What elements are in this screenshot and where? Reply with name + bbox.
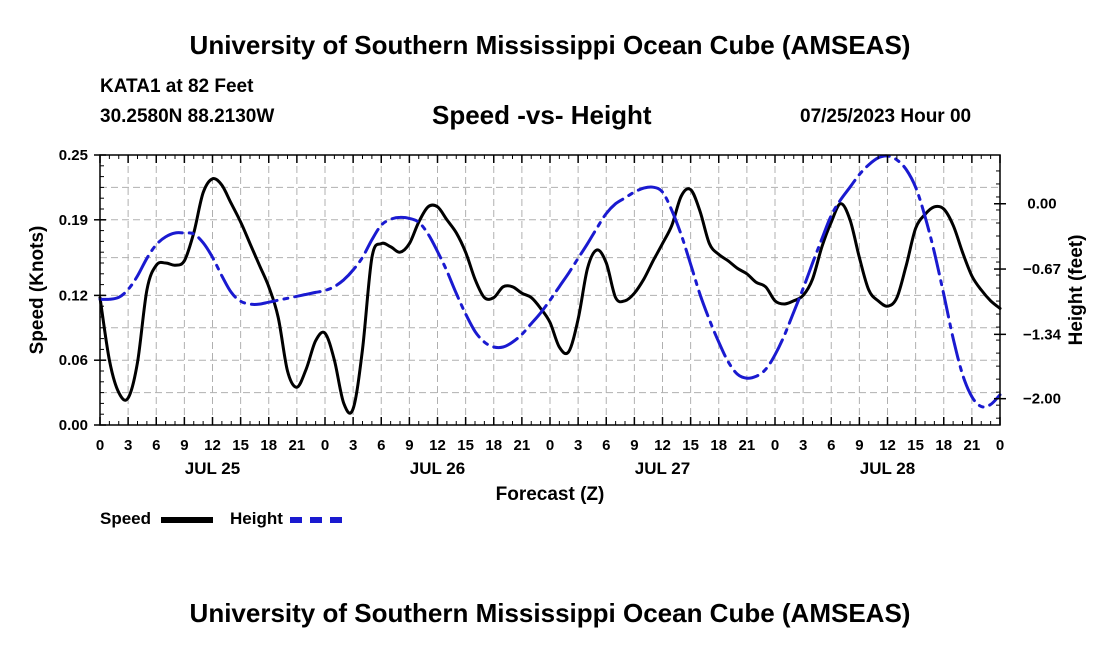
x-tick-label: 12 <box>429 437 446 454</box>
y-right-tick-label: 0.00 <box>1027 196 1056 213</box>
series-line-speed <box>98 177 1002 415</box>
x-tick-label: 3 <box>574 437 582 454</box>
x-tick-label: 0 <box>771 437 779 454</box>
x-tick-label: 9 <box>630 437 638 454</box>
y-right-tick-label: −1.34 <box>1023 326 1062 343</box>
y-left-axis-title: Speed (Knots) <box>27 226 48 355</box>
y-left-tick-label: 0.19 <box>59 212 88 229</box>
x-tick-label: 0 <box>996 437 1004 454</box>
x-axis-title: Forecast (Z) <box>496 484 605 505</box>
station-label: KATA1 at 82 Feet <box>100 76 254 97</box>
forecast-datestamp: 07/25/2023 Hour 00 <box>800 106 972 127</box>
x-tick-label: 12 <box>204 437 221 454</box>
x-tick-label: 0 <box>96 437 104 454</box>
x-tick-label: 3 <box>124 437 132 454</box>
x-tick-label: 9 <box>405 437 413 454</box>
date-label: JUL 25 <box>185 459 240 478</box>
series-line-height <box>98 154 1002 409</box>
x-tick-label: 21 <box>514 437 531 454</box>
legend-speed-swatch <box>161 517 213 523</box>
x-tick-label: 15 <box>907 437 924 454</box>
x-tick-label: 18 <box>485 437 502 454</box>
x-tick-label: 18 <box>935 437 952 454</box>
x-tick-label: 12 <box>879 437 896 454</box>
footer-title: University of Southern Mississippi Ocean… <box>189 598 911 628</box>
legend-speed-label: Speed <box>100 509 152 528</box>
legend-height-label: Height <box>230 509 283 528</box>
y-left-tick-label: 0.25 <box>59 147 88 164</box>
chart-title: University of Southern Mississippi Ocean… <box>189 30 911 60</box>
date-label: JUL 28 <box>860 459 915 478</box>
date-label: JUL 26 <box>410 459 465 478</box>
x-tick-label: 21 <box>964 437 981 454</box>
series-layer <box>98 154 1002 415</box>
chart-subtitle: Speed -vs- Height <box>432 100 652 130</box>
x-tick-label: 3 <box>349 437 357 454</box>
y-right-tick-label: −2.00 <box>1023 391 1061 408</box>
axes: 0 3 6 9 12 15 18 21 0 3 6 9 12 15 18 21 0 3 6 9 12 15 18 21 0 3 6 9… <box>27 147 1087 505</box>
x-tick-label: 6 <box>602 437 610 454</box>
legend-height-swatch <box>290 517 342 523</box>
x-tick-label: 15 <box>682 437 699 454</box>
x-tick-label: 12 <box>654 437 671 454</box>
x-tick-label: 6 <box>827 437 835 454</box>
y-left-tick-label: 0.00 <box>59 417 88 434</box>
x-tick-label: 21 <box>739 437 756 454</box>
grid <box>100 155 1000 425</box>
x-tick-label: 18 <box>260 437 277 454</box>
y-right-tick-label: −0.67 <box>1023 261 1061 278</box>
x-tick-label: 9 <box>855 437 863 454</box>
x-tick-label: 9 <box>180 437 188 454</box>
x-tick-label: 15 <box>457 437 474 454</box>
x-tick-label: 0 <box>546 437 554 454</box>
station-coordinates: 30.2580N 88.2130W <box>100 106 275 127</box>
x-tick-label: 6 <box>152 437 160 454</box>
y-left-tick-label: 0.06 <box>59 352 88 369</box>
date-label: JUL 27 <box>635 459 690 478</box>
y-right-axis-title: Height (feet) <box>1066 235 1087 346</box>
x-tick-label: 3 <box>799 437 807 454</box>
x-tick-label: 6 <box>377 437 385 454</box>
x-tick-label: 21 <box>289 437 306 454</box>
x-tick-label: 0 <box>321 437 329 454</box>
x-tick-label: 18 <box>710 437 727 454</box>
x-tick-label: 15 <box>232 437 249 454</box>
y-left-tick-label: 0.12 <box>59 287 88 304</box>
